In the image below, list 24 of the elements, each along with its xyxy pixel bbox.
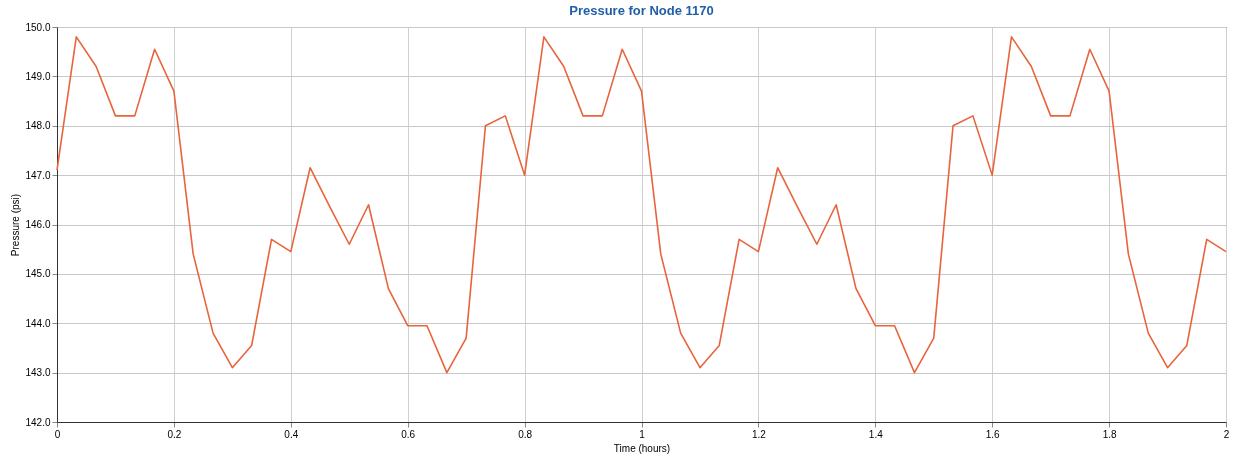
y-tick-label: 144.0 [25, 317, 51, 329]
y-tick-label: 150.0 [25, 21, 51, 33]
y-tick-label: 147.0 [25, 169, 51, 181]
y-tick-label: 142.0 [25, 416, 51, 428]
y-axis-title: Pressure (psi) [10, 193, 22, 257]
x-tick-label: 1.6 [985, 428, 1001, 440]
x-tick-label: 0.8 [518, 428, 533, 440]
x-tick-label: 1.4 [868, 428, 884, 440]
y-tick-label: 146.0 [25, 219, 51, 230]
x-tick-label: 0.4 [284, 428, 299, 440]
x-tick-label: 2 [1223, 428, 1230, 440]
x-tick-label: 1.2 [751, 428, 767, 440]
y-tick-label: 145.0 [25, 268, 51, 280]
chart-title: Pressure for Node 1170 [569, 3, 714, 18]
x-tick-label: 0 [54, 428, 61, 440]
y-tick-label: 143.0 [25, 367, 51, 379]
x-tick-label: 1 [639, 428, 646, 440]
x-tick-label: 0.2 [167, 428, 182, 440]
x-tick-label: 0.6 [401, 428, 416, 440]
x-axis-title: Time (hours) [613, 442, 671, 454]
y-tick-label: 149.0 [25, 70, 51, 82]
y-tick-label: 148.0 [25, 120, 51, 132]
x-tick-label: 1.8 [1102, 428, 1117, 440]
line-series [56, 36, 1227, 374]
